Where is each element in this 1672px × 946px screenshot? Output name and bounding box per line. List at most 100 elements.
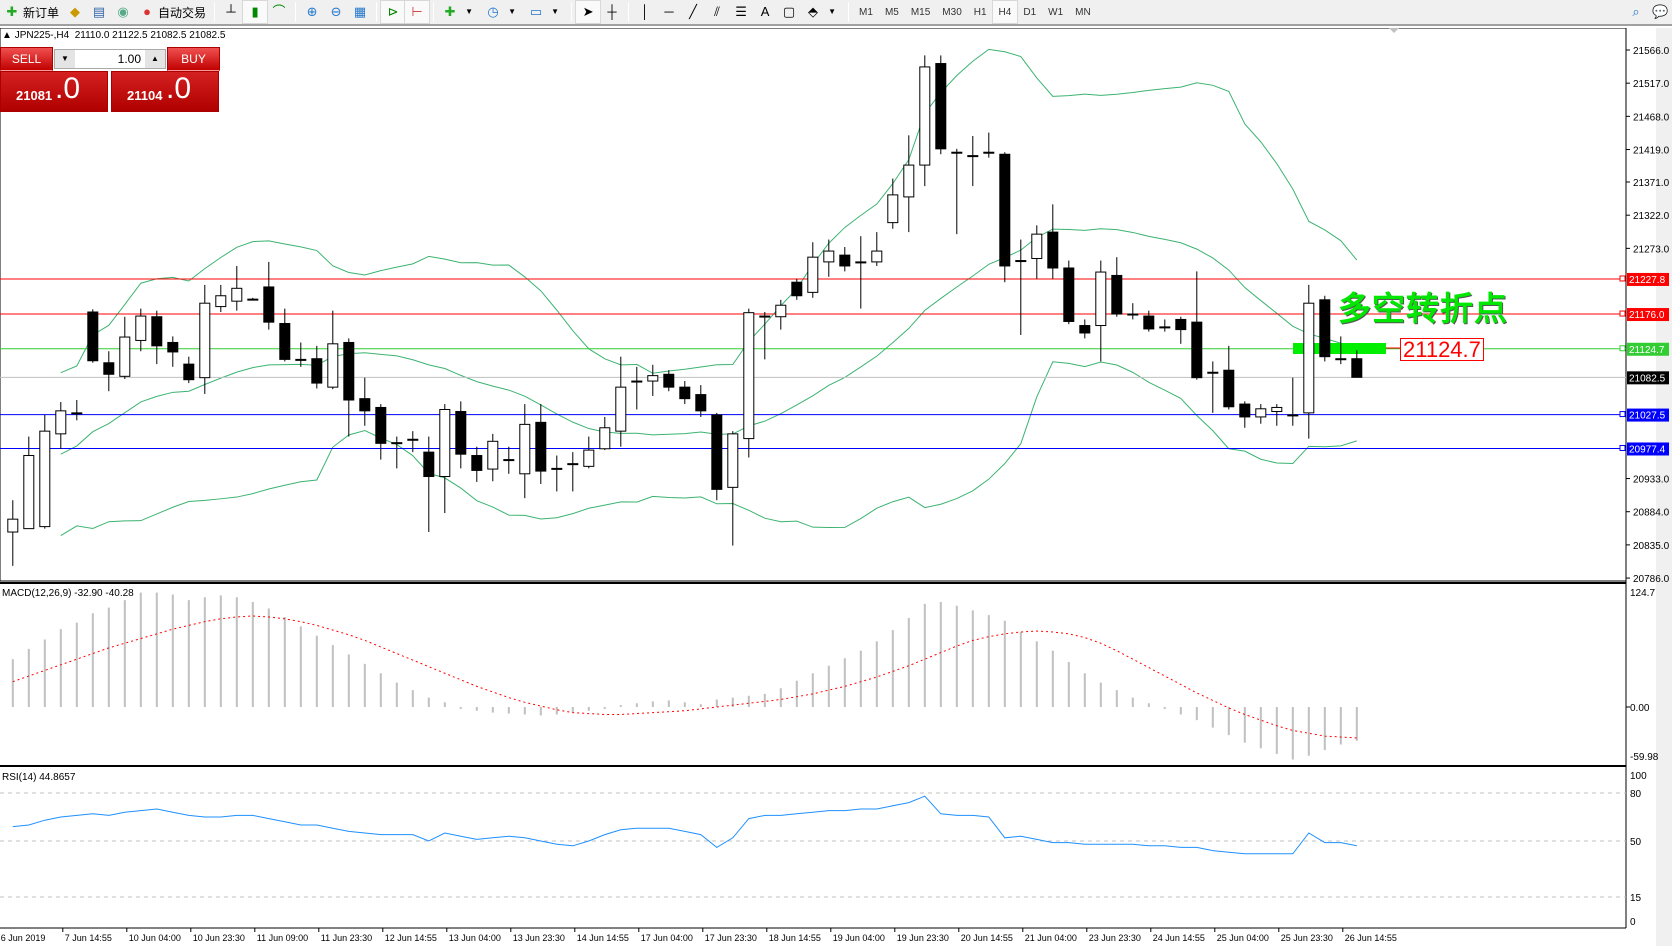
level-price-tag-label: 21027.5 [1629, 411, 1666, 422]
candle [295, 342, 307, 367]
time-tick-label: 18 Jun 14:55 [769, 933, 821, 943]
buy-button[interactable]: BUY [167, 47, 220, 71]
line-chart-button[interactable]: ⌒ [267, 1, 291, 23]
cursor-icon: ➤ [582, 4, 594, 19]
horizontal-line-tool[interactable]: ─ [657, 1, 681, 23]
auto-scroll-button[interactable]: ⊳ [380, 0, 407, 24]
clock-icon: ◷ [487, 4, 499, 19]
new-order-button[interactable]: ✚ 新订单 [0, 1, 63, 23]
candle [711, 412, 723, 501]
vertical-line-icon: │ [640, 4, 650, 19]
bull-candle-body [1031, 233, 1043, 260]
bull-candle-body [887, 194, 899, 224]
indicators-button[interactable]: ✚ ▼ [438, 1, 481, 23]
bull-candle-body [583, 449, 595, 467]
book-icon: ◆ [70, 4, 81, 19]
bear-candle-body [103, 362, 115, 375]
bear-candle-body [279, 323, 291, 360]
bear-candle-body [551, 467, 563, 470]
decrease-lots-icon[interactable]: ▼ [55, 50, 75, 68]
search-button[interactable]: ⌕ [1624, 1, 1648, 23]
text-tool[interactable]: A [753, 1, 777, 23]
bear-candle-body [391, 442, 403, 445]
toolbar-divider [848, 2, 850, 22]
auto-trading-button[interactable]: ● 自动交易 [135, 1, 210, 23]
time-tick-label: 17 Jun 04:00 [641, 933, 693, 943]
timeframe-m30[interactable]: M30 [942, 6, 962, 18]
macd-tick-label: 124.7 [1630, 588, 1655, 599]
cursor-tool[interactable]: ➤ [575, 0, 602, 24]
bear-candle-body [1351, 358, 1363, 378]
toolbar-divider [376, 2, 378, 22]
signals-button[interactable]: ◉ [111, 1, 135, 23]
candle [359, 377, 371, 426]
increase-lots-icon[interactable]: ▲ [145, 50, 165, 68]
vertical-line-tool[interactable]: │ [633, 1, 657, 23]
bear-candle-body [1223, 369, 1235, 408]
zoom-out-button[interactable]: ⊖ [324, 1, 348, 23]
price-tick-label: 21419.0 [1633, 146, 1670, 157]
bull-candle-body [327, 343, 339, 388]
chat-button[interactable]: 💬 [1648, 1, 1672, 23]
dropdown-icon: ▼ [828, 7, 836, 16]
candle [1063, 260, 1075, 325]
text-label-tool[interactable]: ▢ [777, 1, 801, 23]
terminal-button[interactable]: ▤ [87, 1, 111, 23]
equidistant-channel-tool[interactable]: ⫽ [705, 1, 729, 23]
timeframe-w1[interactable]: W1 [1048, 6, 1064, 18]
periods-button[interactable]: ◷ ▼ [481, 1, 524, 23]
sell-button[interactable]: SELL [0, 47, 53, 71]
zoom-in-button[interactable]: ⊕ [300, 1, 324, 23]
timeframe-h1[interactable]: H1 [973, 6, 987, 18]
candle [135, 308, 147, 352]
time-tick-label: 26 Jun 14:55 [1345, 933, 1397, 943]
tile-windows-icon: ▦ [353, 4, 367, 19]
price-tick-label: 21273.0 [1633, 244, 1670, 255]
level-price-label[interactable]: 21124.7 [1400, 338, 1484, 361]
bollinger-upper [60, 48, 1358, 374]
lot-size-stepper[interactable]: ▼ 1.00 ▲ [54, 49, 166, 69]
bar-chart-button[interactable]: ┴ [219, 1, 243, 23]
trendline-tool[interactable]: ╱ [681, 1, 705, 23]
candlestick-chart-button[interactable]: ▮ [242, 0, 269, 24]
chat-icon: 💬 [1652, 4, 1669, 19]
timeframe-mn[interactable]: MN [1075, 6, 1091, 18]
chart-area[interactable]: 21566.0 21517.0 21468.0 21419.0 21371.0 21322… [0, 28, 1672, 946]
fibonacci-tool[interactable]: ☰ [729, 1, 753, 23]
level-handle [1619, 444, 1626, 451]
timeframe-m15[interactable]: M15 [910, 6, 931, 18]
timeframe-h4[interactable]: H4 [991, 0, 1019, 24]
bull-candle-body [647, 375, 659, 382]
sell-price-button[interactable]: 21081.0 [0, 71, 108, 112]
candle [551, 455, 563, 492]
timeframe-m5[interactable]: M5 [884, 6, 899, 18]
bear-candle-body [167, 341, 179, 353]
candle [823, 239, 835, 277]
bear-candle-body [1079, 325, 1091, 334]
timeframe-bar: M1 M5 M15 M30 H1 H4 D1 W1 MN [853, 0, 1097, 24]
history-button[interactable]: ◆ [63, 1, 87, 23]
templates-button[interactable]: ▭ ▼ [524, 1, 567, 23]
rsi-tick-label: 50 [1630, 837, 1642, 848]
level-price-tag [1627, 408, 1669, 422]
tile-windows-button[interactable]: ▦ [348, 1, 372, 23]
timeframe-m1[interactable]: M1 [859, 6, 873, 18]
chart-shift-button[interactable]: ⊢ [404, 0, 431, 24]
bull-candle-body [39, 430, 51, 528]
lot-size-input[interactable]: 1.00 [117, 52, 141, 66]
level-price-tag [1627, 342, 1669, 356]
arrows-tool[interactable]: ⬘ ▼ [801, 1, 844, 23]
bull-candle-body [487, 440, 499, 470]
bear-candle-body [311, 358, 323, 384]
candle [71, 400, 83, 421]
main-toolbar: ✚ 新订单 ◆ ▤ ◉ ● 自动交易 ┴ ▮ ⌒ ⊕ ⊖ ▦ ⊳ ⊢ ✚ ▼ ◷ ▼ ▭… [0, 0, 1672, 26]
turning-point-annotation[interactable]: 多空转折点 [1338, 289, 1508, 328]
candle [1207, 361, 1219, 413]
bull-candle-body [199, 302, 211, 379]
crosshair-tool[interactable]: ┼ [600, 1, 624, 23]
timeframe-d1[interactable]: D1 [1023, 6, 1037, 18]
add-indicator-icon: ✚ [444, 4, 456, 19]
crosshair-icon: ┼ [607, 4, 617, 19]
buy-price-button[interactable]: 21104.0 [111, 71, 219, 112]
toolbar-divider [295, 2, 297, 22]
